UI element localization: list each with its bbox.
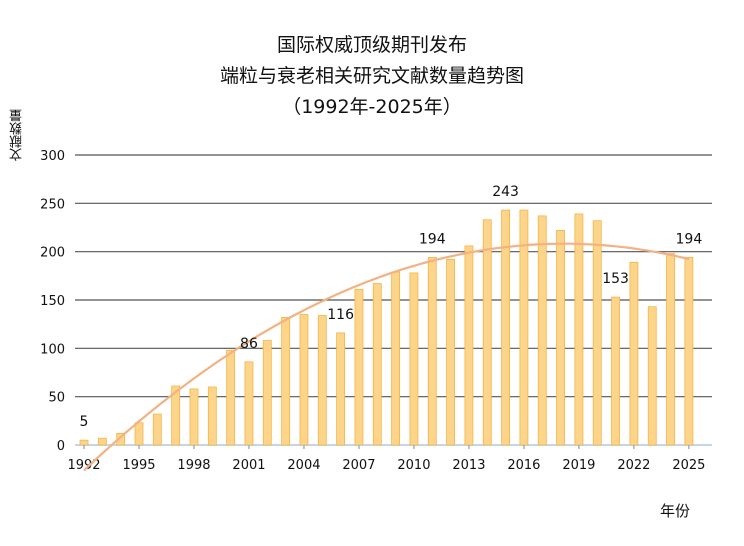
x-tick-label: 1995 (122, 458, 155, 473)
bar (684, 257, 694, 446)
bar (482, 219, 492, 446)
x-tick-label: 2019 (562, 458, 595, 473)
x-tick-label: 2013 (452, 458, 485, 473)
bar (666, 253, 675, 446)
x-tick-label: 2025 (672, 458, 705, 473)
trend-line (83, 242, 690, 472)
x-tick-label: 2007 (342, 458, 375, 473)
chart-title-line-1: 国际权威顶级期刊发布 (276, 34, 467, 56)
bar (556, 229, 565, 446)
bar (446, 258, 456, 446)
bar (171, 385, 181, 446)
bar (134, 422, 144, 446)
x-axis-label: 年份 (660, 502, 691, 520)
y-tick-label: 0 (57, 439, 65, 454)
bar (501, 209, 510, 446)
bar (152, 413, 162, 446)
data-label: 194 (419, 231, 446, 247)
x-tick-label: 2016 (507, 458, 540, 473)
x-tick-label: 2010 (397, 458, 430, 473)
y-tick-label: 50 (48, 391, 65, 406)
bar (574, 213, 584, 446)
bar (611, 296, 620, 446)
bar (409, 272, 419, 446)
bar (262, 340, 272, 446)
data-label: 153 (602, 271, 629, 287)
data-label: 86 (240, 336, 258, 352)
bar (464, 245, 474, 446)
bar (537, 215, 547, 446)
bar (592, 220, 602, 446)
x-tick-label: 2004 (287, 458, 320, 473)
bar (336, 332, 346, 446)
x-tick-label: 2001 (232, 458, 265, 473)
bar (427, 257, 437, 446)
data-label: 243 (492, 184, 519, 200)
bar (207, 386, 217, 446)
bar (97, 437, 107, 446)
data-label: 5 (80, 414, 89, 430)
chart-title-line-2: 端粒与衰老相关研究文献数量趋势图 (219, 65, 524, 87)
x-tick-label: 2022 (617, 458, 650, 473)
y-tick-label: 150 (40, 294, 65, 309)
y-tick-label: 200 (40, 246, 65, 261)
data-label: 194 (676, 231, 703, 247)
bar (372, 283, 382, 446)
bar (79, 439, 89, 446)
data-label: 116 (327, 307, 354, 323)
chart-title-line-3: （1992年-2025年） (282, 96, 462, 118)
bar (519, 209, 529, 446)
bar (189, 388, 199, 446)
bar (299, 314, 309, 446)
bar (226, 349, 236, 446)
x-tick-label: 1998 (177, 458, 210, 473)
y-tick-label: 100 (40, 342, 65, 357)
bar (647, 306, 657, 446)
bar (317, 315, 327, 446)
y-tick-label: 250 (40, 197, 65, 212)
y-tick-label: 300 (40, 149, 65, 164)
bar (354, 288, 364, 446)
bar (281, 316, 291, 446)
bar (629, 261, 639, 446)
bar (244, 361, 254, 446)
bar (391, 271, 401, 446)
